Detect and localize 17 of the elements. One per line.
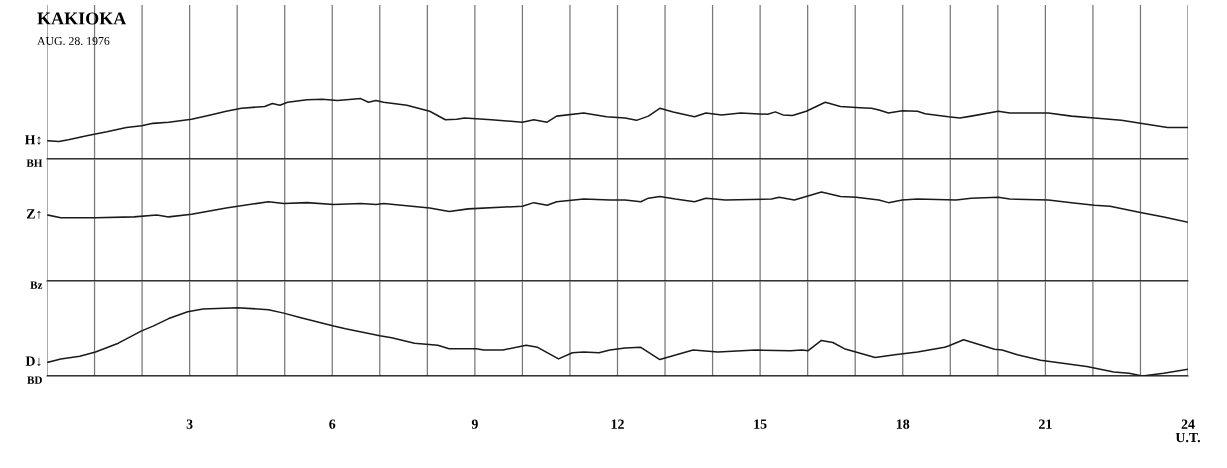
x-axis-title: U.T. (1175, 432, 1200, 443)
x-tick-label: 24 (1181, 419, 1195, 429)
x-tick-label: 21 (1039, 419, 1052, 429)
x-tick-label: 9 (471, 419, 478, 429)
chart-title: KAKIOKA (37, 12, 127, 25)
x-tick-label: 6 (329, 419, 336, 429)
series-label: Z↑ (26, 209, 41, 219)
series-label: D↓ (25, 356, 41, 367)
ref-line-label: Bz (30, 281, 43, 289)
x-tick-label: 12 (611, 419, 624, 429)
chart-subtitle: AUG. 28. 1976 (37, 36, 110, 46)
x-tick-label: 18 (896, 419, 910, 429)
x-tick-label: 3 (186, 419, 193, 429)
ref-line-label: BH (26, 159, 43, 167)
ref-line-label: BD (27, 376, 42, 384)
series-label: H↕ (24, 135, 41, 145)
x-tick-label: 15 (754, 419, 767, 429)
